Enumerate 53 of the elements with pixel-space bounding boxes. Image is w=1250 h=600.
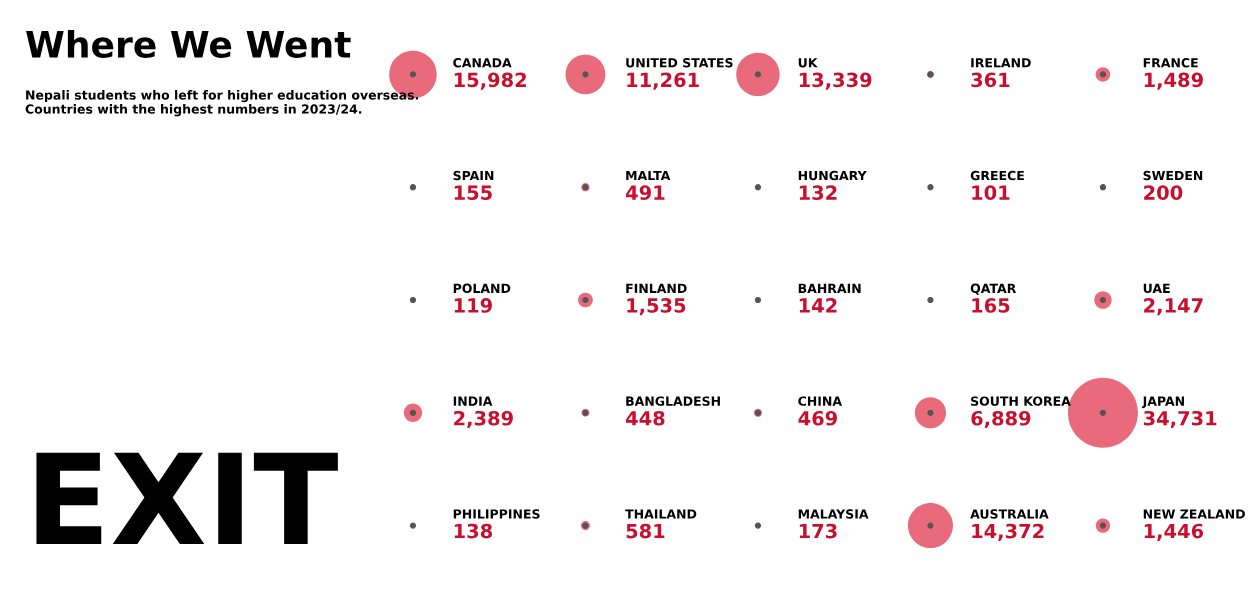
category-label: POLAND — [453, 283, 511, 294]
data-label: 491 — [626, 185, 665, 200]
data-label: 138 — [454, 523, 493, 539]
data-label: 200 — [1144, 185, 1183, 200]
data-label: 173 — [799, 523, 837, 539]
data-label: 1,535 — [627, 298, 686, 316]
text: Where We Went — [26, 30, 351, 58]
data-label: 13,339 — [799, 72, 872, 90]
category-label: BAHRAIN — [798, 283, 861, 293]
data-label: 15,982 — [454, 72, 526, 90]
text: EXIT — [36, 452, 338, 544]
category-label: SWEDEN — [1143, 170, 1203, 181]
data-label: 14,372 — [972, 523, 1044, 541]
data-label: 142 — [799, 298, 837, 313]
category-label: CANADA — [453, 58, 512, 68]
category-label: HUNGARY — [798, 170, 867, 181]
data-label: 448 — [626, 410, 665, 426]
category-label: SPAIN — [453, 170, 494, 181]
data-label: 2,147 — [1144, 298, 1203, 316]
category-label: CHINA — [798, 396, 842, 406]
data-label: 1,489 — [1144, 72, 1203, 90]
data-label: 6,889 — [971, 410, 1031, 429]
category-label: UK — [798, 58, 818, 68]
category-label: AUSTRALIA — [970, 509, 1049, 519]
category-label: MALTA — [626, 170, 671, 181]
data-label: 101 — [972, 185, 1010, 200]
data-label: 2,389 — [454, 410, 513, 429]
data-label: 34,731 — [1143, 410, 1217, 429]
category-label: MALAYSIA — [798, 509, 869, 519]
category-label: IRELAND — [971, 58, 1031, 68]
category-label: SOUTH KOREA — [971, 396, 1071, 406]
category-label: INDIA — [453, 396, 493, 406]
category-label: UAE — [1143, 283, 1170, 294]
data-label: 155 — [454, 185, 492, 200]
category-label: BANGLADESH — [626, 396, 720, 406]
category-label: GREECE — [970, 170, 1024, 181]
data-label: 469 — [798, 410, 837, 426]
category-label: THAILAND — [625, 509, 697, 519]
category-label: PHILIPPINES — [453, 509, 540, 519]
data-label: 165 — [972, 298, 1010, 313]
data-label: 1,446 — [1144, 523, 1204, 541]
text: Nepali students who left for higher education overseas. Countries with the highest numbers in 2023/24. — [25, 90, 419, 117]
category-label: UNITED STATES — [626, 58, 733, 68]
category-label: QATAR — [970, 283, 1017, 295]
category-label: JAPAN — [1141, 396, 1184, 409]
category-label: FRANCE — [1143, 58, 1198, 68]
data-label: 361 — [971, 72, 1010, 88]
data-label: 132 — [799, 185, 837, 200]
category-label: NEW ZEALAND — [1143, 509, 1245, 519]
category-label: FINLAND — [626, 283, 687, 293]
data-label: 119 — [454, 298, 492, 313]
data-label: 581 — [626, 523, 665, 539]
data-label: 11,261 — [627, 72, 699, 90]
